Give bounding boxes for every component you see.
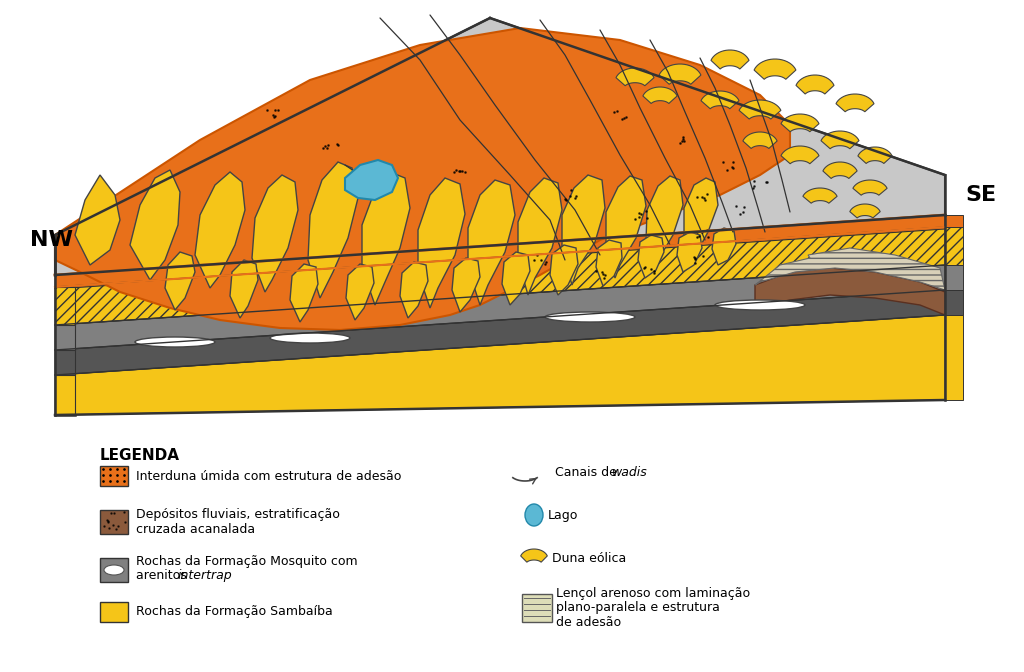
Polygon shape: [55, 28, 790, 330]
Polygon shape: [520, 549, 547, 562]
Polygon shape: [659, 64, 700, 84]
Polygon shape: [452, 258, 480, 312]
Polygon shape: [821, 131, 859, 149]
Polygon shape: [796, 75, 834, 94]
Polygon shape: [562, 175, 605, 285]
Polygon shape: [742, 132, 777, 149]
Polygon shape: [252, 175, 298, 292]
Text: Rochas da Formação Mosquito com: Rochas da Formação Mosquito com: [136, 555, 357, 568]
Text: NW: NW: [30, 230, 73, 250]
Polygon shape: [55, 325, 75, 350]
FancyBboxPatch shape: [522, 594, 552, 622]
Polygon shape: [290, 264, 318, 322]
Polygon shape: [712, 228, 736, 265]
Polygon shape: [755, 248, 945, 290]
Text: Canais de: Canais de: [555, 466, 621, 480]
Polygon shape: [55, 18, 945, 275]
Polygon shape: [853, 180, 887, 196]
Polygon shape: [400, 262, 428, 318]
Polygon shape: [606, 176, 646, 278]
Polygon shape: [518, 178, 562, 295]
Text: Rochas da Formação Sambaíba: Rochas da Formação Sambaíba: [136, 605, 333, 618]
Polygon shape: [677, 232, 702, 272]
Text: intertrap: intertrap: [178, 569, 232, 582]
Polygon shape: [781, 114, 819, 132]
Text: LEGENDA: LEGENDA: [100, 448, 180, 463]
Text: wadis: wadis: [612, 466, 648, 480]
Polygon shape: [945, 265, 963, 290]
Polygon shape: [754, 59, 796, 79]
Polygon shape: [55, 215, 945, 289]
Polygon shape: [55, 227, 945, 325]
Ellipse shape: [135, 337, 215, 347]
Text: SE: SE: [965, 185, 996, 205]
Polygon shape: [55, 290, 945, 375]
FancyBboxPatch shape: [100, 510, 128, 534]
Polygon shape: [130, 170, 180, 280]
Polygon shape: [836, 94, 874, 112]
Polygon shape: [646, 176, 683, 272]
Polygon shape: [55, 265, 945, 350]
Ellipse shape: [715, 300, 805, 310]
Polygon shape: [346, 264, 374, 320]
Polygon shape: [308, 162, 358, 298]
Text: Interduna úmida com estrutura de adesão: Interduna úmida com estrutura de adesão: [136, 470, 401, 482]
Text: Depósitos fluviais, estratificação
cruzada acanalada: Depósitos fluviais, estratificação cruza…: [136, 508, 340, 536]
Polygon shape: [550, 245, 578, 295]
Polygon shape: [945, 290, 963, 315]
Polygon shape: [858, 147, 892, 163]
Ellipse shape: [545, 312, 635, 322]
Polygon shape: [230, 260, 258, 318]
Polygon shape: [684, 178, 718, 265]
Polygon shape: [781, 146, 819, 164]
Polygon shape: [945, 227, 963, 265]
Polygon shape: [55, 287, 75, 325]
Polygon shape: [502, 252, 530, 305]
Text: Lago: Lago: [548, 509, 579, 521]
FancyBboxPatch shape: [100, 466, 128, 486]
Polygon shape: [468, 180, 515, 305]
Polygon shape: [55, 350, 75, 375]
Polygon shape: [418, 178, 465, 308]
Text: Duna eólica: Duna eólica: [552, 552, 627, 566]
FancyBboxPatch shape: [100, 558, 128, 582]
Polygon shape: [362, 172, 410, 305]
Polygon shape: [55, 375, 75, 415]
Polygon shape: [945, 215, 963, 227]
Polygon shape: [803, 188, 837, 203]
Polygon shape: [75, 175, 120, 265]
Text: Lençol arenoso com laminação
plano-paralela e estrutura
de adesão: Lençol arenoso com laminação plano-paral…: [556, 587, 751, 630]
Polygon shape: [850, 204, 881, 218]
Polygon shape: [616, 68, 654, 86]
Polygon shape: [638, 235, 664, 278]
Ellipse shape: [270, 333, 350, 343]
Ellipse shape: [104, 565, 124, 575]
Polygon shape: [739, 100, 781, 119]
Polygon shape: [55, 315, 945, 415]
Polygon shape: [701, 91, 739, 109]
FancyBboxPatch shape: [100, 602, 128, 622]
Ellipse shape: [525, 504, 543, 526]
Polygon shape: [823, 162, 857, 179]
Polygon shape: [195, 172, 245, 288]
Polygon shape: [345, 160, 398, 200]
Polygon shape: [711, 50, 749, 69]
Polygon shape: [165, 252, 195, 310]
Polygon shape: [755, 268, 945, 315]
Text: arenitos: arenitos: [136, 569, 190, 582]
Polygon shape: [643, 87, 677, 103]
Polygon shape: [596, 240, 622, 286]
Polygon shape: [945, 315, 963, 400]
